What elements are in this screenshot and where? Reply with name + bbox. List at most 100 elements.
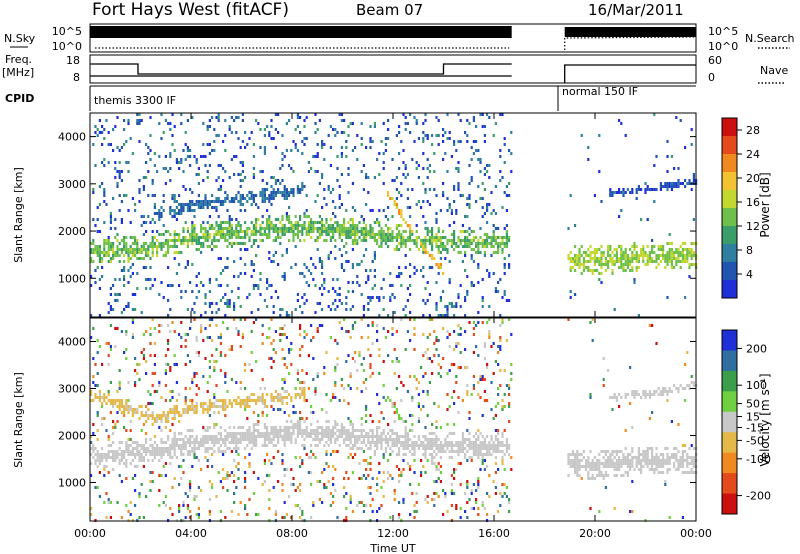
heatmap-cell: [92, 432, 95, 435]
heatmap-cell: [406, 197, 409, 200]
heatmap-cell: [426, 176, 429, 179]
heatmap-cell: [398, 209, 401, 212]
heatmap-cell: [431, 318, 434, 321]
heatmap-cell: [446, 308, 449, 311]
heatmap-cell: [670, 185, 673, 188]
heatmap-cell: [252, 233, 255, 236]
heatmap-cell: [345, 233, 348, 236]
heatmap-cell: [475, 242, 478, 245]
heatmap-cell: [501, 113, 504, 116]
heatmap-cell: [490, 435, 493, 438]
heatmap-cell: [338, 185, 341, 188]
heatmap-cell: [140, 257, 143, 260]
heatmap-cell: [213, 435, 216, 438]
heatmap-cell: [219, 224, 222, 227]
heatmap-cell: [202, 435, 205, 438]
heatmap-cell: [338, 113, 341, 116]
heatmap-cell: [578, 251, 581, 254]
heatmap-cell: [492, 134, 495, 137]
heatmap-cell: [615, 257, 618, 260]
heatmap-cell: [103, 245, 106, 248]
heatmap-cell: [398, 212, 401, 215]
heatmap-cell: [508, 254, 511, 257]
heatmap-cell: [494, 471, 497, 474]
heatmap-cell: [488, 444, 491, 447]
heatmap-cell: [171, 441, 174, 444]
heatmap-cell: [261, 200, 264, 203]
heatmap-cell: [118, 369, 121, 372]
heatmap-cell: [508, 194, 511, 197]
heatmap-cell: [261, 239, 264, 242]
heatmap-cell: [646, 218, 649, 221]
heatmap-cell: [114, 125, 117, 128]
heatmap-cell: [162, 414, 165, 417]
heatmap-cell: [180, 453, 183, 456]
heatmap-cell: [382, 296, 385, 299]
heatmap-cell: [142, 516, 145, 519]
heatmap-cell: [453, 492, 456, 495]
heatmap-cell: [433, 498, 436, 501]
heatmap-cell: [323, 287, 326, 290]
heatmap-cell: [422, 465, 425, 468]
heatmap-cell: [321, 501, 324, 504]
heatmap-cell: [129, 438, 132, 441]
heatmap-cell: [252, 227, 255, 230]
heatmap-cell: [136, 257, 139, 260]
heatmap-cell: [365, 435, 368, 438]
heatmap-cell: [239, 381, 242, 384]
heatmap-cell: [109, 501, 112, 504]
heatmap-cell: [294, 221, 297, 224]
heatmap-cell: [263, 480, 266, 483]
heatmap-cell: [365, 146, 368, 149]
heatmap-cell: [673, 167, 676, 170]
heatmap-cell: [644, 251, 647, 254]
heatmap-cell: [334, 239, 337, 242]
heatmap-cell: [334, 384, 337, 387]
heatmap-cell: [279, 242, 282, 245]
heatmap-cell: [228, 224, 231, 227]
heatmap-cell: [184, 158, 187, 161]
heatmap-cell: [173, 197, 176, 200]
heatmap-cell: [173, 251, 176, 254]
heatmap-cell: [499, 113, 502, 116]
heatmap-cell: [325, 227, 328, 230]
heatmap-cell: [266, 453, 269, 456]
heatmap-cell: [345, 302, 348, 305]
heatmap-cell: [336, 155, 339, 158]
heatmap-cell: [94, 462, 97, 465]
heatmap-cell: [479, 161, 482, 164]
heatmap-cell: [178, 209, 181, 212]
heatmap-cell: [371, 287, 374, 290]
heatmap-cell: [123, 453, 126, 456]
heatmap-cell: [202, 438, 205, 441]
heatmap-cell: [197, 290, 200, 293]
heatmap-cell: [191, 429, 194, 432]
heatmap-cell: [138, 119, 141, 122]
heatmap-cell: [431, 233, 434, 236]
heatmap-cell: [382, 182, 385, 185]
heatmap-cell: [230, 450, 233, 453]
heatmap-cell: [277, 230, 280, 233]
heatmap-cell: [345, 330, 348, 333]
heatmap-cell: [655, 257, 658, 260]
heatmap-cell: [288, 414, 291, 417]
heatmap-cell: [343, 224, 346, 227]
heatmap-cell: [244, 402, 247, 405]
heatmap-cell: [446, 239, 449, 242]
heatmap-cell: [325, 239, 328, 242]
heatmap-cell: [191, 200, 194, 203]
heatmap-cell: [310, 432, 313, 435]
heatmap-cell: [191, 239, 194, 242]
heatmap-cell: [398, 131, 401, 134]
heatmap-cell: [362, 314, 365, 317]
heatmap-cell: [294, 423, 297, 426]
heatmap-cell: [296, 429, 299, 432]
heatmap-cell: [580, 272, 583, 275]
heatmap-cell: [411, 429, 414, 432]
heatmap-cell: [195, 408, 198, 411]
heatmap-cell: [279, 182, 282, 185]
heatmap-cell: [684, 179, 687, 182]
heatmap-cell: [356, 134, 359, 137]
heatmap-cell: [365, 477, 368, 480]
heatmap-cell: [426, 441, 429, 444]
